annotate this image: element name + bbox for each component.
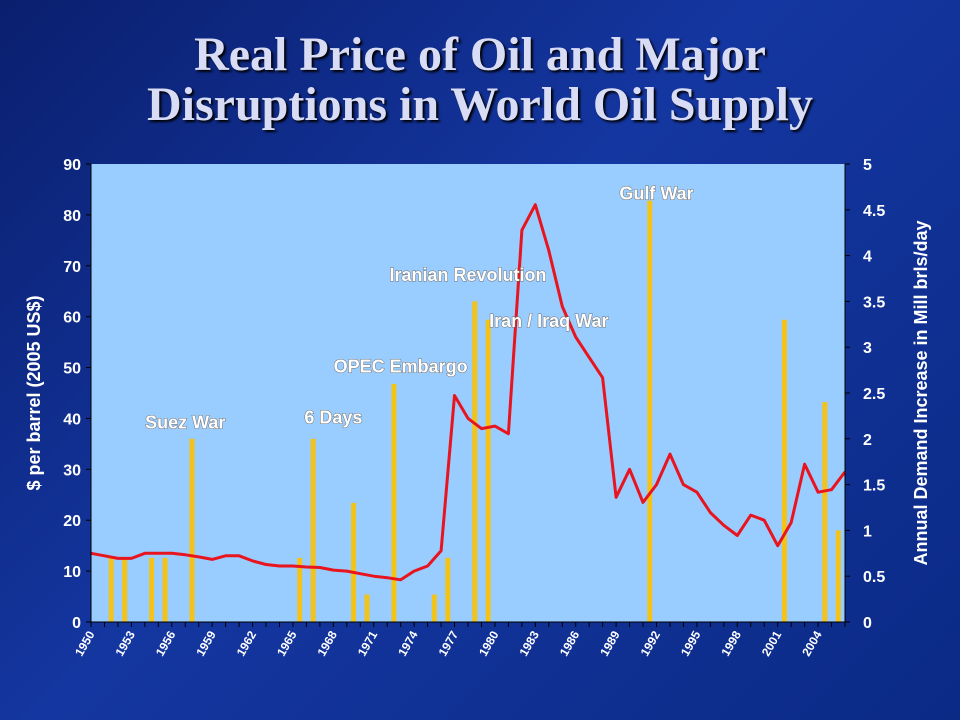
demand-bars bbox=[108, 200, 841, 622]
demand-bar bbox=[431, 594, 437, 622]
y-right-tick-label: 2.5 bbox=[863, 386, 885, 403]
y-right-tick-label: 5 bbox=[863, 157, 872, 174]
y-left-tick-label: 80 bbox=[63, 208, 81, 225]
y-axis-right-label: Annual Demand Increase in Mill brls/day bbox=[911, 220, 931, 565]
x-tick-label: 2004 bbox=[799, 628, 825, 658]
y-left-tick-label: 40 bbox=[63, 411, 81, 428]
demand-bar bbox=[647, 200, 653, 622]
demand-bar bbox=[835, 530, 841, 622]
x-tick-label: 1965 bbox=[274, 628, 300, 658]
demand-bar bbox=[297, 557, 303, 622]
event-label: Suez War bbox=[145, 413, 225, 433]
y-right-tick-label: 1 bbox=[863, 523, 872, 540]
price-line bbox=[90, 203, 847, 582]
x-tick-label: 1980 bbox=[476, 628, 502, 658]
demand-bar bbox=[310, 438, 316, 622]
demand-bar bbox=[108, 557, 114, 622]
y-left-tick-label: 90 bbox=[63, 157, 81, 174]
event-label: Iran / Iraq War bbox=[489, 311, 608, 331]
y-right-tick-label: 0.5 bbox=[863, 569, 885, 586]
demand-bar bbox=[485, 319, 491, 622]
y-right-tick-label: 3.5 bbox=[863, 294, 885, 311]
y-axis-left-label: $ per barrel (2005 US$) bbox=[24, 295, 44, 490]
y-right-tick-label: 4.5 bbox=[863, 203, 885, 220]
event-label: Gulf War bbox=[619, 184, 693, 204]
demand-bar bbox=[351, 502, 357, 622]
y-left-tick-label: 60 bbox=[63, 310, 81, 327]
y-left-tick-label: 50 bbox=[63, 361, 81, 378]
y-left-tick-label: 20 bbox=[63, 513, 81, 530]
event-label: OPEC Embargo bbox=[334, 357, 468, 377]
y-right-tick-label: 3 bbox=[863, 340, 872, 357]
slide-title: Real Price of Oil and Major Disruptions … bbox=[0, 30, 960, 130]
y-left-tick-label: 30 bbox=[63, 462, 81, 479]
demand-bar bbox=[189, 438, 195, 622]
x-tick-label: 1989 bbox=[597, 628, 623, 658]
demand-bar bbox=[391, 383, 397, 622]
y-right-tick-label: 2 bbox=[863, 432, 872, 449]
x-tick-label: 1953 bbox=[113, 628, 139, 658]
demand-bar bbox=[472, 301, 478, 622]
y-right-tick-label: 1.5 bbox=[863, 478, 885, 495]
x-tick-label: 1959 bbox=[193, 628, 219, 658]
price-line-layer bbox=[90, 203, 847, 582]
y-left-tick-label: 10 bbox=[63, 564, 81, 581]
y-left-tick-label: 0 bbox=[72, 615, 81, 632]
x-tick-label: 2001 bbox=[759, 628, 785, 658]
demand-bar bbox=[781, 319, 787, 622]
demand-bar bbox=[122, 557, 128, 622]
x-tick-label: 1971 bbox=[355, 628, 381, 658]
x-tick-label: 1974 bbox=[395, 628, 421, 658]
x-tick-label: 1950 bbox=[72, 628, 98, 658]
title-line-2: Disruptions in World Oil Supply bbox=[146, 78, 814, 131]
x-tick-label: 1992 bbox=[638, 628, 664, 658]
x-tick-label: 1977 bbox=[436, 628, 462, 658]
y-right-tick-label: 0 bbox=[863, 615, 872, 632]
y-right-tick-label: 4 bbox=[863, 249, 872, 266]
y-left-tick-label: 70 bbox=[63, 259, 81, 276]
x-tick-label: 1968 bbox=[314, 628, 340, 658]
x-tick-label: 1995 bbox=[678, 628, 704, 658]
demand-bar bbox=[445, 557, 451, 622]
demand-bar bbox=[149, 557, 155, 622]
event-label: 6 Days bbox=[304, 408, 362, 428]
event-label: Iranian Revolution bbox=[389, 265, 546, 285]
x-tick-label: 1962 bbox=[234, 628, 260, 658]
demand-bar bbox=[364, 594, 370, 622]
demand-bar bbox=[822, 402, 828, 622]
event-labels: Suez War 6 Days OPEC Embargo Iranian Revolu… bbox=[145, 183, 695, 433]
title-line-1: Real Price of Oil and Major bbox=[194, 28, 766, 81]
x-tick-label: 1998 bbox=[718, 628, 744, 658]
x-tick-label: 1986 bbox=[557, 628, 583, 658]
x-tick-label: 1956 bbox=[153, 628, 179, 658]
plot-area bbox=[91, 164, 845, 622]
x-tick-label: 1983 bbox=[516, 628, 542, 658]
demand-bar bbox=[162, 557, 168, 622]
